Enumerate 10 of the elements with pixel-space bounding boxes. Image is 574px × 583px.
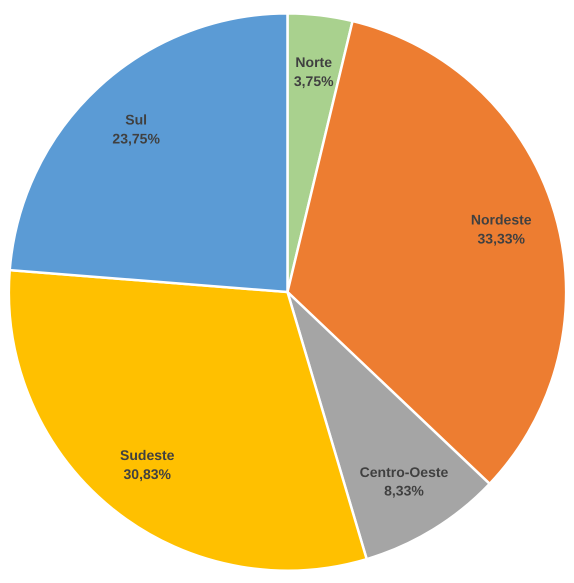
data-label: 33,33% bbox=[477, 230, 526, 246]
data-label: 23,75% bbox=[112, 130, 160, 146]
slice-label: Centro-Oeste bbox=[360, 464, 449, 480]
slice-label: Sudeste bbox=[120, 447, 175, 464]
data-label: 3,75% bbox=[294, 72, 334, 89]
slice-label: Sul bbox=[125, 112, 148, 128]
data-label: 8,33% bbox=[384, 482, 424, 499]
slice-label: Nordeste bbox=[470, 212, 532, 228]
slice-label: Norte bbox=[295, 54, 332, 70]
data-label: 30,83% bbox=[124, 466, 172, 482]
